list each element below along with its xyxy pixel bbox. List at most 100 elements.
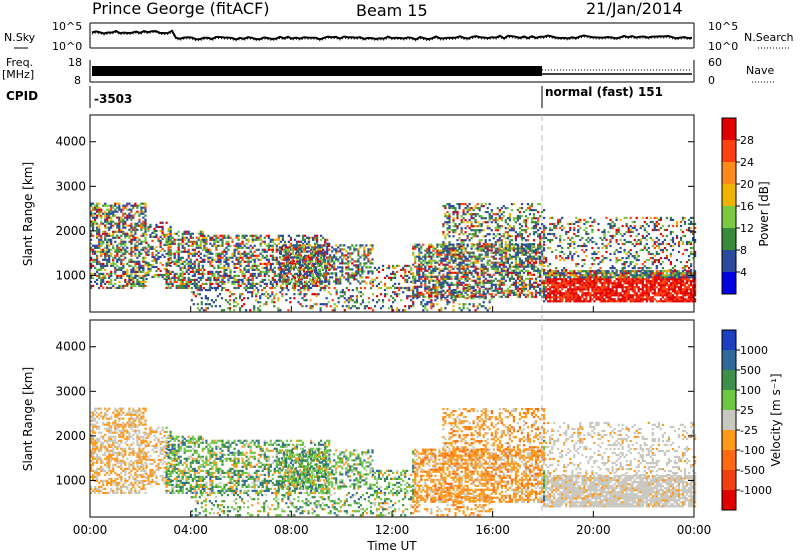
range-gate-cell xyxy=(239,270,242,273)
range-gate-cell xyxy=(500,249,503,252)
range-gate-cell xyxy=(539,259,542,262)
range-gate-cell xyxy=(114,268,117,271)
range-gate-cell xyxy=(553,300,556,303)
range-gate-cell xyxy=(171,284,174,287)
range-gate-cell xyxy=(458,203,461,206)
range-gate-cell xyxy=(275,244,278,247)
range-gate-cell xyxy=(323,256,326,259)
range-gate-cell xyxy=(116,234,119,237)
range-gate-cell xyxy=(288,246,291,249)
range-gate-cell xyxy=(96,262,99,265)
range-gate-cell xyxy=(518,223,521,226)
range-gate-cell xyxy=(673,284,677,287)
range-gate-cell xyxy=(448,241,451,244)
range-gate-cell xyxy=(199,252,202,255)
range-gate-cell xyxy=(142,284,145,287)
range-gate-cell xyxy=(100,284,103,287)
range-gate-cell xyxy=(418,253,421,256)
range-gate-cell xyxy=(114,250,117,253)
range-gate-cell xyxy=(291,274,294,277)
range-gate-cell xyxy=(296,280,300,283)
range-gate-cell xyxy=(310,248,313,251)
range-gate-cell xyxy=(474,219,477,222)
range-gate-cell xyxy=(130,208,133,211)
range-gate-cell xyxy=(500,257,503,260)
range-gate-cell xyxy=(414,245,417,248)
range-gate-cell xyxy=(647,276,650,279)
range-gate-cell xyxy=(280,268,283,271)
range-gate-cell xyxy=(508,215,511,218)
range-gate-cell xyxy=(482,235,485,238)
range-gate-cell xyxy=(102,276,105,279)
range-gate-cell xyxy=(104,256,107,259)
range-gate-cell xyxy=(282,274,285,277)
range-gate-cell xyxy=(140,208,143,211)
range-gate-cell xyxy=(470,207,473,210)
range-gate-cell xyxy=(215,238,218,241)
range-gate-cell xyxy=(500,295,503,298)
range-gate-cell xyxy=(293,262,297,265)
range-gate-cell xyxy=(120,210,123,213)
range-gate-cell xyxy=(345,266,348,269)
range-gate-cell xyxy=(631,286,634,289)
range-gate-cell xyxy=(537,211,540,214)
range-gate-cell xyxy=(195,268,198,271)
range-gate-cell xyxy=(282,278,285,281)
range-gate-cell xyxy=(444,213,447,216)
range-gate-cell xyxy=(110,262,113,265)
range-gate-cell xyxy=(175,286,178,289)
range-gate-cell xyxy=(108,260,111,263)
range-gate-cell xyxy=(454,283,457,286)
range-gate-cell xyxy=(251,268,254,271)
range-gate-cell xyxy=(569,288,572,291)
range-gate-cell xyxy=(185,282,188,285)
range-gate-cell xyxy=(207,260,210,263)
range-gate-cell xyxy=(607,280,610,283)
range-gate-cell xyxy=(201,230,204,233)
range-gate-cell xyxy=(446,245,449,248)
range-gate-cell xyxy=(466,225,469,228)
range-gate-cell xyxy=(106,218,109,221)
range-gate-cell xyxy=(520,239,524,242)
range-gate-cell xyxy=(265,266,268,269)
range-gate-cell xyxy=(669,274,672,277)
range-gate-cell xyxy=(193,270,196,273)
range-gate-cell xyxy=(450,257,453,260)
range-gate-cell xyxy=(239,244,242,247)
range-gate-cell xyxy=(157,257,160,260)
range-gate-cell xyxy=(394,276,397,279)
range-gate-cell xyxy=(456,249,459,252)
range-gate-cell xyxy=(555,294,558,297)
range-gate-cell xyxy=(289,252,292,255)
range-gate-cell xyxy=(579,280,582,283)
range-gate-cell xyxy=(526,217,530,220)
range-gate-cell xyxy=(446,217,449,220)
range-gate-cell xyxy=(187,284,190,287)
range-gate-cell xyxy=(187,248,190,251)
range-gate-cell xyxy=(100,244,103,247)
range-gate-cell xyxy=(597,296,600,299)
range-gate-cell xyxy=(516,281,519,284)
range-gate-cell xyxy=(126,246,129,249)
range-gate-cell xyxy=(223,260,226,263)
range-gate-cell xyxy=(265,244,268,247)
range-gate-cell xyxy=(367,266,370,269)
range-gate-cell xyxy=(567,284,570,287)
range-gate-cell xyxy=(442,225,445,228)
range-gate-cell xyxy=(486,211,489,214)
range-gate-cell xyxy=(426,261,429,264)
range-gate-cell xyxy=(140,270,143,273)
range-gate-cell xyxy=(482,269,485,272)
range-gate-cell xyxy=(302,270,306,273)
range-gate-cell xyxy=(494,265,497,268)
range-gate-cell xyxy=(104,276,107,279)
range-gate-cell xyxy=(128,240,131,243)
range-gate-cell xyxy=(671,270,675,273)
range-gate-cell xyxy=(504,257,507,260)
range-gate-cell xyxy=(524,245,528,248)
range-gate-cell xyxy=(605,270,608,273)
range-gate-cell xyxy=(179,238,182,241)
range-gate-cell xyxy=(518,227,521,230)
range-gate-cell xyxy=(426,263,429,266)
range-gate-cell xyxy=(108,226,111,229)
